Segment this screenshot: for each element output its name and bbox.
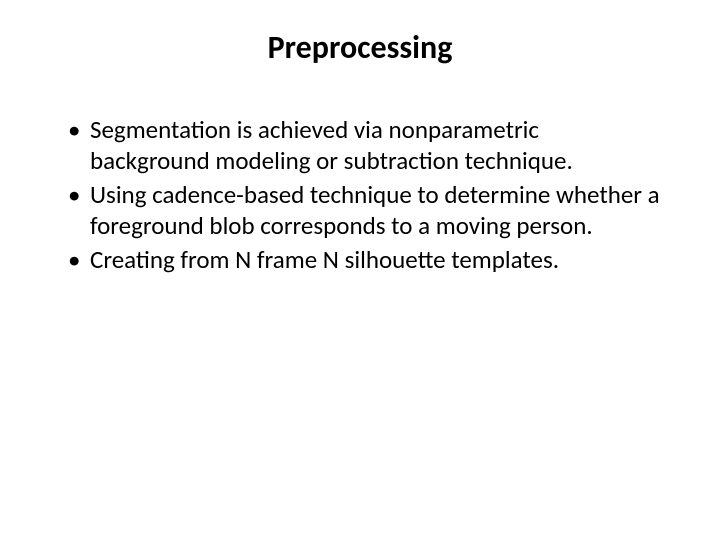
bullet-item: Using cadence-based technique to determi… bbox=[60, 180, 660, 241]
slide-container: Preprocessing Segmentation is achieved v… bbox=[0, 0, 720, 540]
slide-title: Preprocessing bbox=[60, 28, 660, 67]
bullet-item: Segmentation is achieved via nonparametr… bbox=[60, 115, 660, 176]
bullet-list: Segmentation is achieved via nonparametr… bbox=[60, 115, 660, 276]
bullet-item: Creating from N frame N silhouette templ… bbox=[60, 245, 660, 276]
